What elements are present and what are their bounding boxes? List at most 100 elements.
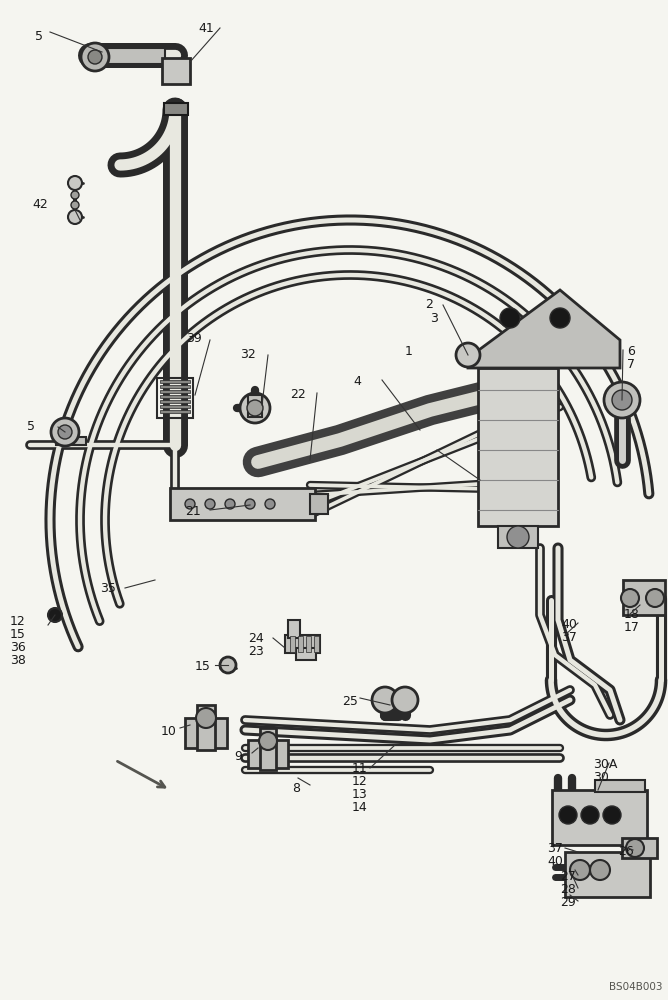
Bar [160, 395, 190, 398]
Bar [623, 580, 665, 615]
Bar [314, 636, 319, 652]
Circle shape [621, 589, 639, 607]
Text: 26: 26 [618, 845, 634, 858]
Bar [160, 400, 190, 403]
Text: 28: 28 [560, 883, 576, 896]
Bar [160, 410, 190, 413]
Circle shape [68, 176, 82, 190]
Circle shape [71, 191, 79, 199]
Text: 17: 17 [624, 621, 640, 634]
Text: 37: 37 [561, 631, 577, 644]
Circle shape [612, 390, 632, 410]
Circle shape [71, 201, 79, 209]
Bar [56, 437, 86, 445]
Text: 5: 5 [27, 420, 35, 433]
Text: 29: 29 [560, 896, 576, 909]
Circle shape [265, 499, 275, 509]
Bar [160, 405, 190, 408]
Bar [197, 705, 215, 750]
Text: 35: 35 [100, 582, 116, 595]
Bar [164, 103, 188, 115]
Bar [498, 526, 538, 548]
Bar [285, 635, 320, 653]
Bar [185, 718, 227, 748]
Text: 4: 4 [353, 375, 361, 388]
Text: 14: 14 [352, 801, 368, 814]
Text: 36: 36 [10, 641, 26, 654]
Polygon shape [468, 290, 620, 368]
Text: 9: 9 [234, 750, 242, 763]
Bar [160, 380, 190, 383]
Text: 37: 37 [547, 842, 563, 855]
Text: 38: 38 [10, 654, 26, 667]
Circle shape [603, 806, 621, 824]
Text: 12: 12 [352, 775, 368, 788]
Circle shape [259, 732, 277, 750]
Circle shape [196, 708, 216, 728]
Circle shape [392, 687, 418, 713]
Circle shape [205, 499, 215, 509]
Circle shape [220, 657, 236, 673]
Text: 10: 10 [161, 725, 177, 738]
Text: 13: 13 [352, 788, 368, 801]
Circle shape [646, 589, 664, 607]
Text: 18: 18 [624, 608, 640, 621]
Text: 32: 32 [240, 348, 256, 361]
Text: 30: 30 [593, 771, 609, 784]
Bar [306, 636, 311, 652]
Circle shape [626, 839, 644, 857]
Circle shape [559, 806, 577, 824]
Circle shape [48, 608, 62, 622]
Bar [478, 368, 558, 526]
Circle shape [88, 50, 102, 64]
Circle shape [507, 526, 529, 548]
Bar [248, 395, 262, 417]
Text: 40: 40 [547, 855, 563, 868]
Circle shape [372, 687, 398, 713]
Bar [160, 385, 190, 388]
Text: 6: 6 [627, 345, 635, 358]
Text: 1: 1 [405, 345, 413, 358]
Text: 15: 15 [195, 660, 211, 673]
Circle shape [581, 806, 599, 824]
Circle shape [51, 418, 79, 446]
Text: 15: 15 [10, 628, 26, 641]
Text: 11: 11 [352, 762, 368, 775]
Circle shape [68, 210, 82, 224]
Text: 2: 2 [425, 298, 433, 311]
Bar [595, 780, 645, 792]
Text: 22: 22 [290, 388, 306, 401]
Bar [310, 494, 328, 514]
Circle shape [81, 43, 109, 71]
Bar [260, 728, 276, 770]
Circle shape [590, 860, 610, 880]
Circle shape [240, 393, 270, 423]
Text: 39: 39 [186, 332, 202, 345]
Text: 21: 21 [185, 505, 201, 518]
Circle shape [604, 382, 640, 418]
Text: 12: 12 [10, 615, 26, 628]
Text: 8: 8 [292, 782, 300, 795]
Text: 23: 23 [248, 645, 264, 658]
Bar [288, 620, 300, 638]
Circle shape [570, 860, 590, 880]
Bar [296, 648, 316, 660]
Circle shape [456, 343, 480, 367]
Text: 24: 24 [248, 632, 264, 645]
Text: BS04B003: BS04B003 [609, 982, 663, 992]
Text: 5: 5 [35, 30, 43, 43]
Bar [162, 58, 190, 84]
Circle shape [245, 499, 255, 509]
Text: 7: 7 [627, 358, 635, 371]
Circle shape [550, 308, 570, 328]
Bar [170, 488, 315, 520]
Circle shape [500, 308, 520, 328]
Bar [160, 390, 190, 393]
Circle shape [185, 499, 195, 509]
Bar [290, 636, 295, 652]
Text: 3: 3 [430, 312, 438, 325]
Circle shape [58, 425, 72, 439]
Text: 41: 41 [198, 22, 214, 35]
Bar [622, 838, 657, 858]
Bar [298, 636, 303, 652]
